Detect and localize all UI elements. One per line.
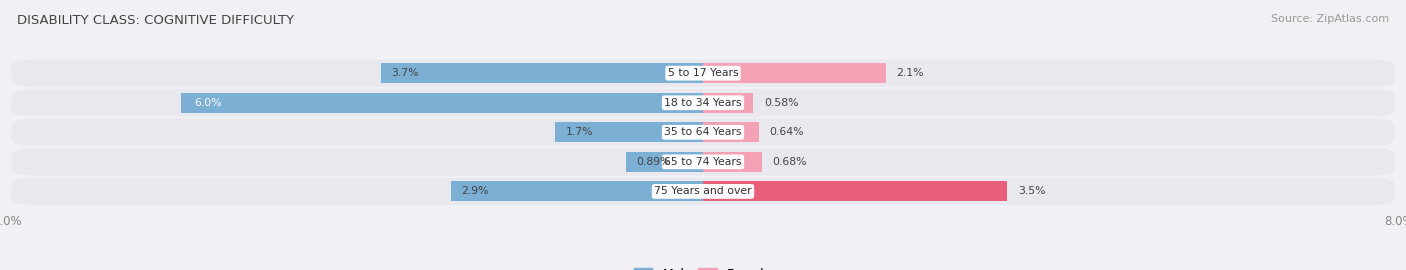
Text: 0.89%: 0.89% xyxy=(636,157,671,167)
Text: 18 to 34 Years: 18 to 34 Years xyxy=(664,98,742,108)
Text: 3.7%: 3.7% xyxy=(391,68,419,78)
Text: 35 to 64 Years: 35 to 64 Years xyxy=(664,127,742,137)
FancyBboxPatch shape xyxy=(11,60,1395,87)
Text: 3.5%: 3.5% xyxy=(1018,186,1046,196)
Text: 75 Years and over: 75 Years and over xyxy=(654,186,752,196)
Text: 0.68%: 0.68% xyxy=(773,157,807,167)
FancyBboxPatch shape xyxy=(11,178,1395,205)
Bar xyxy=(626,152,703,172)
Text: 6.0%: 6.0% xyxy=(194,98,222,108)
Legend: Male, Female: Male, Female xyxy=(628,263,778,270)
FancyBboxPatch shape xyxy=(11,119,1395,146)
Text: 0.64%: 0.64% xyxy=(769,127,804,137)
Bar xyxy=(381,63,703,83)
Bar xyxy=(703,122,759,142)
Bar xyxy=(703,63,886,83)
Text: 1.7%: 1.7% xyxy=(565,127,593,137)
FancyBboxPatch shape xyxy=(11,148,1395,176)
Text: 65 to 74 Years: 65 to 74 Years xyxy=(664,157,742,167)
Bar xyxy=(181,93,703,113)
FancyBboxPatch shape xyxy=(11,89,1395,116)
Bar xyxy=(703,152,762,172)
Text: 0.58%: 0.58% xyxy=(763,98,799,108)
Bar xyxy=(703,93,754,113)
Text: 5 to 17 Years: 5 to 17 Years xyxy=(668,68,738,78)
Text: 2.1%: 2.1% xyxy=(896,68,924,78)
Text: DISABILITY CLASS: COGNITIVE DIFFICULTY: DISABILITY CLASS: COGNITIVE DIFFICULTY xyxy=(17,14,294,26)
Text: 2.9%: 2.9% xyxy=(461,186,489,196)
Bar xyxy=(555,122,703,142)
Bar xyxy=(451,181,703,201)
Bar xyxy=(703,181,1008,201)
Text: Source: ZipAtlas.com: Source: ZipAtlas.com xyxy=(1271,14,1389,23)
